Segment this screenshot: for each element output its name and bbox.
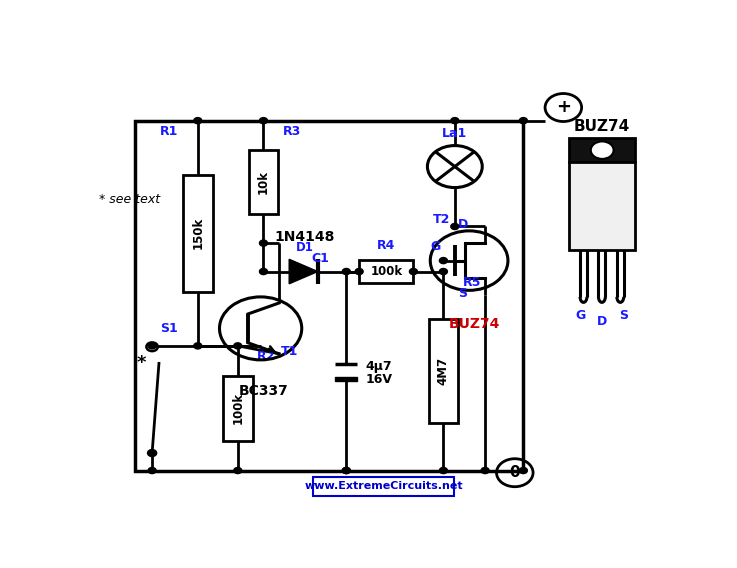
Text: S: S: [458, 287, 467, 300]
Text: +: +: [556, 98, 571, 116]
Circle shape: [591, 141, 614, 159]
Text: G: G: [430, 240, 441, 253]
Text: R3: R3: [283, 125, 301, 138]
Circle shape: [451, 223, 459, 229]
Text: S1: S1: [160, 322, 178, 335]
Text: BUZ74: BUZ74: [574, 119, 630, 134]
Circle shape: [234, 343, 242, 349]
Circle shape: [259, 240, 268, 246]
Bar: [335, 377, 357, 381]
Text: D1: D1: [296, 241, 314, 254]
Bar: [339, 485, 354, 489]
FancyBboxPatch shape: [183, 175, 213, 292]
Circle shape: [520, 467, 528, 474]
Text: BC337: BC337: [239, 384, 288, 398]
Circle shape: [410, 269, 417, 274]
Text: T1: T1: [281, 345, 298, 358]
Text: La1: La1: [442, 127, 467, 140]
Text: *: *: [137, 354, 147, 373]
Text: R1: R1: [160, 125, 178, 138]
Text: 1N4148: 1N4148: [275, 230, 335, 244]
Text: 0: 0: [509, 465, 520, 480]
Circle shape: [451, 118, 459, 124]
Circle shape: [259, 269, 268, 274]
Circle shape: [439, 269, 447, 274]
Circle shape: [439, 467, 447, 474]
Text: S: S: [618, 309, 628, 321]
Circle shape: [194, 118, 202, 124]
Circle shape: [342, 467, 350, 474]
Circle shape: [439, 257, 447, 264]
Circle shape: [148, 343, 156, 349]
Text: 16V: 16V: [366, 373, 393, 386]
Text: 100k: 100k: [231, 392, 244, 424]
Text: 10k: 10k: [257, 170, 270, 194]
Circle shape: [520, 118, 528, 124]
FancyBboxPatch shape: [223, 376, 253, 441]
FancyBboxPatch shape: [359, 260, 413, 283]
Text: * see text: * see text: [99, 193, 160, 206]
Text: 4M7: 4M7: [437, 357, 450, 385]
Text: 150k: 150k: [192, 217, 204, 249]
Circle shape: [342, 467, 350, 474]
Circle shape: [342, 269, 350, 274]
FancyBboxPatch shape: [428, 319, 458, 423]
Text: C1: C1: [312, 252, 329, 265]
Text: D: D: [458, 218, 468, 231]
Circle shape: [355, 269, 363, 274]
Text: 100k: 100k: [370, 265, 402, 278]
Text: G: G: [576, 309, 586, 321]
Bar: [569, 138, 635, 162]
Text: D: D: [597, 315, 607, 328]
Text: www.ExtremeCircuits.net: www.ExtremeCircuits.net: [304, 481, 463, 491]
Circle shape: [194, 343, 202, 349]
Bar: [135, 120, 523, 470]
Circle shape: [259, 118, 268, 124]
Text: R5: R5: [463, 276, 481, 289]
FancyBboxPatch shape: [313, 477, 454, 496]
Text: R4: R4: [377, 239, 396, 252]
Bar: [569, 162, 635, 250]
Circle shape: [481, 467, 489, 474]
FancyBboxPatch shape: [248, 150, 279, 214]
Text: T2: T2: [433, 214, 450, 227]
Text: R2: R2: [257, 350, 276, 364]
Polygon shape: [289, 259, 318, 284]
Text: BUZ74: BUZ74: [449, 316, 500, 331]
Circle shape: [234, 467, 242, 474]
Circle shape: [147, 449, 157, 457]
Text: 4μ7: 4μ7: [366, 360, 392, 373]
Circle shape: [148, 467, 156, 474]
